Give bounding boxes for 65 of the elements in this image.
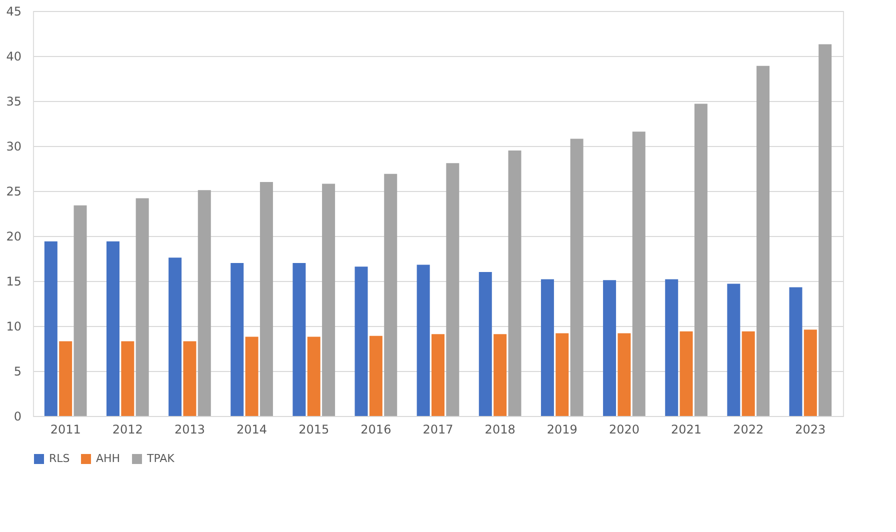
bar bbox=[478, 272, 492, 416]
bar bbox=[508, 150, 522, 416]
legend-label: RLS bbox=[49, 452, 70, 465]
bar bbox=[292, 263, 306, 416]
bar bbox=[804, 330, 817, 416]
x-tick-label: 2016 bbox=[360, 422, 392, 436]
bar bbox=[168, 258, 182, 416]
bar bbox=[789, 287, 802, 416]
x-tick-label: 2017 bbox=[422, 422, 454, 436]
bar bbox=[307, 336, 320, 416]
bar bbox=[432, 334, 444, 416]
bar bbox=[106, 241, 120, 416]
bar bbox=[756, 66, 770, 416]
bar bbox=[44, 241, 58, 416]
y-tick-label: 45 bbox=[6, 4, 22, 18]
x-tick-label: 2015 bbox=[298, 422, 330, 436]
bar bbox=[245, 336, 258, 416]
bar bbox=[230, 263, 244, 416]
y-tick-label: 30 bbox=[6, 140, 22, 154]
bar bbox=[322, 184, 336, 416]
bar bbox=[136, 198, 149, 416]
bar bbox=[618, 333, 631, 416]
x-tick-label: 2011 bbox=[50, 422, 81, 436]
x-tick-label: 2013 bbox=[174, 422, 205, 436]
x-tick-label: 2014 bbox=[236, 422, 268, 436]
legend-label: AHH bbox=[96, 452, 120, 465]
y-tick-label: 15 bbox=[6, 274, 22, 288]
bar bbox=[603, 280, 616, 416]
bar bbox=[727, 284, 740, 416]
bar bbox=[183, 341, 196, 416]
bar bbox=[369, 336, 382, 416]
bar bbox=[74, 205, 87, 416]
x-tick-label: 2023 bbox=[795, 422, 826, 436]
bar bbox=[198, 190, 211, 416]
x-tick-label: 2018 bbox=[484, 422, 516, 436]
bar bbox=[556, 333, 569, 416]
bar bbox=[494, 334, 507, 416]
y-tick-label: 35 bbox=[6, 94, 22, 108]
bar bbox=[570, 138, 584, 416]
bar bbox=[446, 163, 460, 416]
y-tick-label: 0 bbox=[14, 410, 22, 424]
bar bbox=[416, 264, 430, 416]
x-tick-label: 2020 bbox=[608, 422, 640, 436]
bar bbox=[260, 182, 273, 416]
bar bbox=[354, 266, 368, 416]
y-tick-label: 5 bbox=[14, 364, 22, 378]
y-tick-label: 25 bbox=[6, 184, 22, 198]
y-tick-label: 20 bbox=[6, 230, 22, 244]
bar bbox=[384, 174, 398, 416]
y-tick-label: 40 bbox=[6, 50, 22, 64]
bar bbox=[632, 132, 646, 416]
y-tick-label: 10 bbox=[6, 320, 22, 334]
bar bbox=[665, 279, 678, 416]
x-tick-label: 2021 bbox=[671, 422, 702, 436]
legend-label: TPAK bbox=[146, 452, 176, 465]
bar bbox=[540, 279, 554, 416]
bar bbox=[694, 104, 708, 416]
bar bbox=[680, 331, 693, 416]
bar bbox=[818, 44, 832, 416]
bar bbox=[742, 331, 755, 416]
x-tick-label: 2012 bbox=[112, 422, 143, 436]
bar bbox=[59, 341, 72, 416]
bar bbox=[121, 341, 134, 416]
x-tick-label: 2022 bbox=[733, 422, 764, 436]
x-tick-label: 2019 bbox=[546, 422, 578, 436]
